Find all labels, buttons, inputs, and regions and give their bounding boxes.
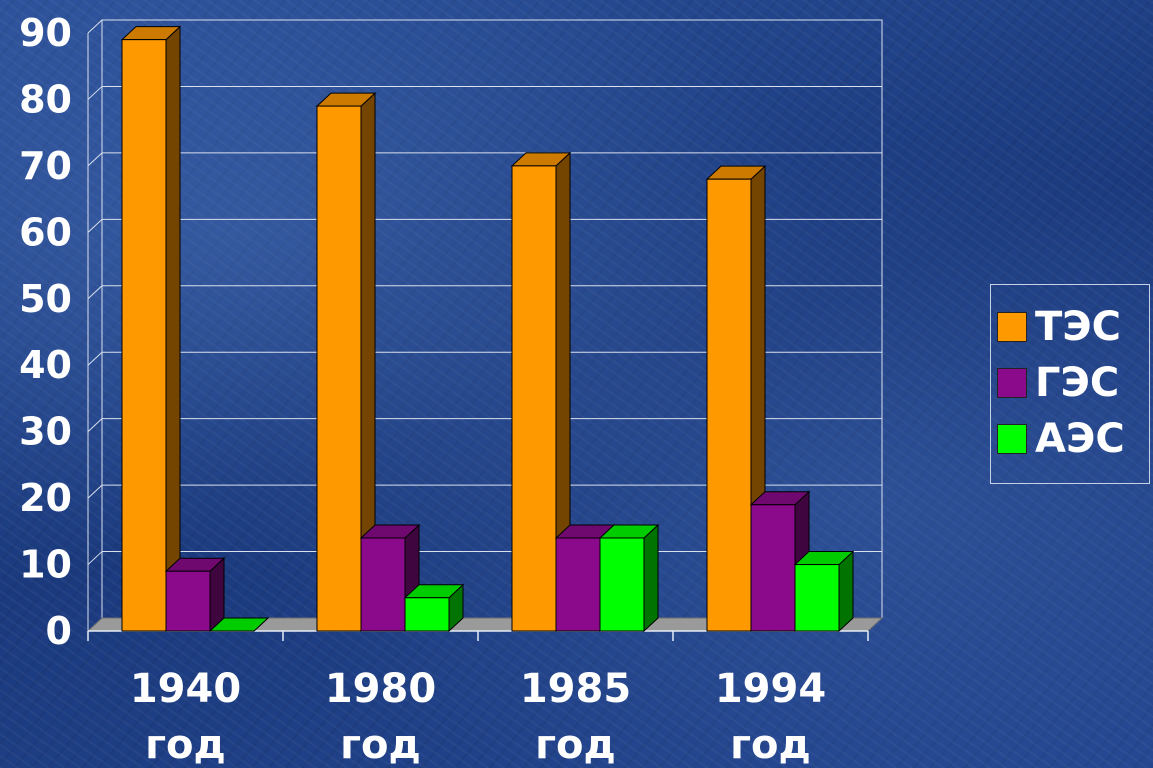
x-category-label-line: год [340,722,421,768]
x-category-label-line: 1985 [520,666,631,712]
y-tick-label-10: 10 [19,543,72,587]
gridline-side-60 [87,218,103,233]
gridline-side-40 [87,351,103,366]
bar-side-тэс-0 [165,25,181,633]
bar-гэс-0 [165,570,211,632]
x-category-label-line: год [535,722,616,768]
gridline-side-90 [87,19,103,34]
legend: ТЭС ГЭС АЭС [990,284,1150,484]
y-tick-label-40: 40 [19,343,72,387]
x-category-label-line: год [730,722,811,768]
legend-label-aes: АЭС [1035,416,1125,462]
y-tick-label-60: 60 [19,210,72,254]
x-category-label-0: 1940 год [130,666,241,768]
legend-item-tes: ТЭС [997,305,1121,349]
y-tick-label-70: 70 [19,144,72,188]
bar-гэс-1 [360,537,406,632]
x-category-label-line: год [145,722,226,768]
bar-тэс-0 [121,39,167,632]
x-category-label-1: 1980 год [325,666,436,768]
gridline-side-80 [87,86,103,100]
bar-тэс-2 [511,165,557,632]
legend-swatch-ges [997,368,1027,398]
bar-top-аэс-0 [208,617,270,632]
legend-label-ges: ГЭС [1035,360,1120,406]
gridline-side-50 [87,285,103,300]
legend-label-tes: ТЭС [1035,304,1121,350]
bar-гэс-2 [555,537,601,632]
x-category-label-3: 1994 год [715,666,826,768]
bar-side-аэс-3 [838,550,854,633]
x-category-label-line: 1980 [325,666,436,712]
bar-тэс-3 [706,178,752,632]
y-tick-label-90: 90 [19,11,72,55]
x-category-label-line: 1994 [715,666,826,712]
gridline-side-30 [87,418,103,433]
y-tick-label-0: 0 [46,609,72,653]
bar-тэс-1 [316,105,362,632]
legend-item-aes: АЭС [997,417,1125,461]
legend-swatch-aes [997,424,1027,454]
legend-swatch-tes [997,312,1027,342]
gridline-side-20 [87,484,103,499]
gridline-side-10 [87,551,103,565]
y-tick-label-80: 80 [19,77,72,121]
bar-аэс-3 [794,564,840,632]
bar-аэс-1 [404,597,450,632]
y-tick-label-30: 30 [19,410,72,454]
x-category-label-2: 1985 год [520,666,631,768]
bar-гэс-3 [750,504,796,632]
bar-side-аэс-2 [643,523,659,633]
x-category-label-line: 1940 [130,666,241,712]
y-tick-label-20: 20 [19,476,72,520]
legend-item-ges: ГЭС [997,361,1119,405]
gridline-side-70 [87,152,103,167]
y-tick-label-50: 50 [19,277,72,321]
bar-аэс-2 [599,537,645,632]
